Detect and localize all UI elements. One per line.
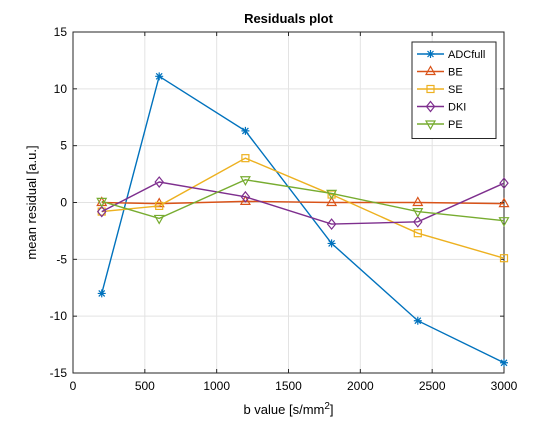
legend-label: DKI [448,102,466,114]
data-point-marker [239,176,251,186]
series-pe [96,176,510,227]
data-point-marker [413,229,422,238]
legend-item: PE [417,119,463,131]
data-point-marker [413,316,422,325]
data-point-marker [96,205,107,218]
data-point-marker [498,197,510,208]
x-tick-label: 1500 [275,379,302,393]
data-point-marker [97,289,106,298]
data-point-marker [326,196,338,207]
data-point-marker [155,201,164,211]
y-tick-label: -5 [56,252,67,266]
data-point-marker [241,154,250,163]
data-point-marker [499,254,509,263]
y-tick-label: 15 [54,25,68,39]
legend-item: BE [417,65,463,79]
series-lines [96,72,510,367]
y-tick-label: 5 [60,139,67,153]
data-point-marker [153,214,165,225]
x-tick-label: 500 [135,379,155,393]
data-point-marker [425,100,436,113]
x-tick-label: 2500 [419,379,446,393]
legend-item: SE [417,84,463,96]
x-tick-label: 2000 [347,379,374,393]
x-axis-label-end: ] [330,402,334,417]
series-se [97,154,509,263]
legend-item: DKI [417,100,466,114]
data-point-marker [239,195,251,205]
data-point-marker [500,358,508,367]
legend-label: PE [448,119,463,131]
data-point-marker [326,189,338,200]
data-point-marker [412,207,424,218]
y-axis-label: mean residual [a.u.] [24,145,39,259]
legend-box [411,41,497,139]
series-line [101,200,505,205]
data-point-marker [412,196,424,207]
legend-label: BE [448,67,463,79]
data-point-marker [240,190,251,203]
x-tick-label: 1000 [203,379,230,393]
series-line [101,179,505,222]
x-tick-label: 3000 [491,379,518,393]
data-point-marker [154,176,164,189]
legend-label: ADCfull [448,49,485,61]
x-axis-label: b value [s/mm2] [243,401,333,417]
x-axis-label-text: b value [s/mm [243,402,324,417]
data-point-marker [96,197,108,208]
data-point-marker [424,65,437,76]
y-tick-label: -10 [50,309,68,323]
series-dki [96,176,509,231]
series-line [101,181,505,225]
data-point-marker [327,239,336,248]
chart-legend: ADCfull BE SE DKI PE [411,41,497,139]
axis-ticks: 0 500 1000 1500 2000 2500 3000 -15 -10 -5 0 5 10 15 [50,25,518,393]
data-point-marker [426,50,435,58]
y-tick-label: 0 [60,196,67,210]
legend-item: ADCfull [417,49,485,61]
data-point-marker [413,215,423,228]
data-point-marker [241,126,250,135]
chart-title: Residuals plot [244,11,334,26]
data-point-marker [426,84,435,94]
y-tick-label: -15 [50,366,68,380]
legend-label: SE [448,84,463,96]
data-point-marker [424,120,437,131]
x-tick-label: 0 [70,379,77,393]
data-point-marker [499,177,509,190]
data-point-marker [498,217,510,227]
x-axis-label-superscript: 2 [324,401,330,412]
y-tick-label: 10 [54,82,68,96]
series-line [101,157,505,259]
data-point-marker [326,218,337,231]
data-point-marker [155,72,164,81]
